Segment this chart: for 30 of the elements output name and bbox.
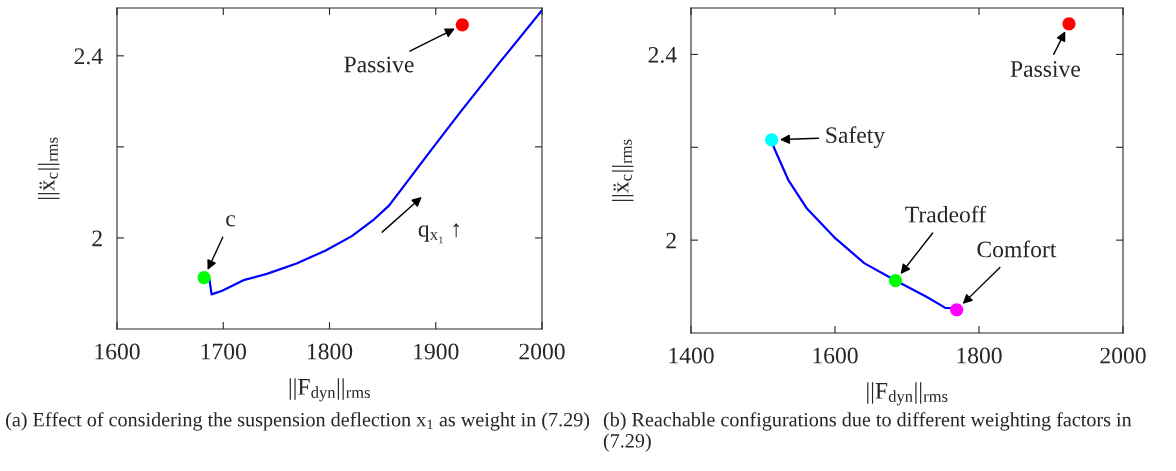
x-tick-label: 1900 — [414, 343, 459, 360]
annotation: Passive — [1010, 61, 1080, 77]
annotation: q$_{x₁}$ ↑ — [418, 223, 459, 244]
x-tick-label: 1700 — [201, 343, 246, 360]
annotation: Tradeoff — [905, 205, 987, 223]
point — [888, 273, 903, 288]
y-tick-label: 2 — [92, 230, 102, 247]
y-tick-label: 2.4 — [648, 46, 677, 63]
x-axis-title: ||F$_{dyn}$||$_{rms}$ — [867, 382, 948, 406]
text: (a) Effect of considering the suspension deflection x$_{1}$ as weight in (7.29) — [6, 412, 590, 431]
annotation: Comfort — [977, 240, 1057, 258]
x-tick-label: 1800 — [307, 343, 353, 360]
x-axis-title: ||F$_{dyn}$||$_{rms}$ — [289, 378, 370, 402]
x-tick-label: 2000 — [1100, 347, 1146, 364]
y-axis-title: ||ẍ$_{c}$||$_{rms}$ — [611, 139, 634, 201]
text: (b) Reachable configurations due to different weighting factors in (7.29) — [603, 412, 1132, 452]
x-tick-label: 1600 — [95, 343, 140, 360]
y-axis-title: ||ẍ$_{c}$||$_{rms}$ — [37, 137, 60, 199]
point — [765, 133, 779, 147]
point — [950, 303, 964, 317]
annotation: Passive — [344, 56, 414, 73]
annotation: Safety — [826, 126, 886, 148]
y-tick-label: 2 — [666, 232, 676, 249]
x-tick-label: 2000 — [519, 343, 565, 360]
y-tick-label: 2.4 — [74, 48, 103, 65]
x-tick-label: 1600 — [813, 347, 858, 364]
point — [1062, 17, 1076, 31]
x-tick-label: 1400 — [669, 347, 714, 364]
annotation: c — [226, 215, 236, 227]
x-tick-label: 1800 — [957, 347, 1002, 364]
